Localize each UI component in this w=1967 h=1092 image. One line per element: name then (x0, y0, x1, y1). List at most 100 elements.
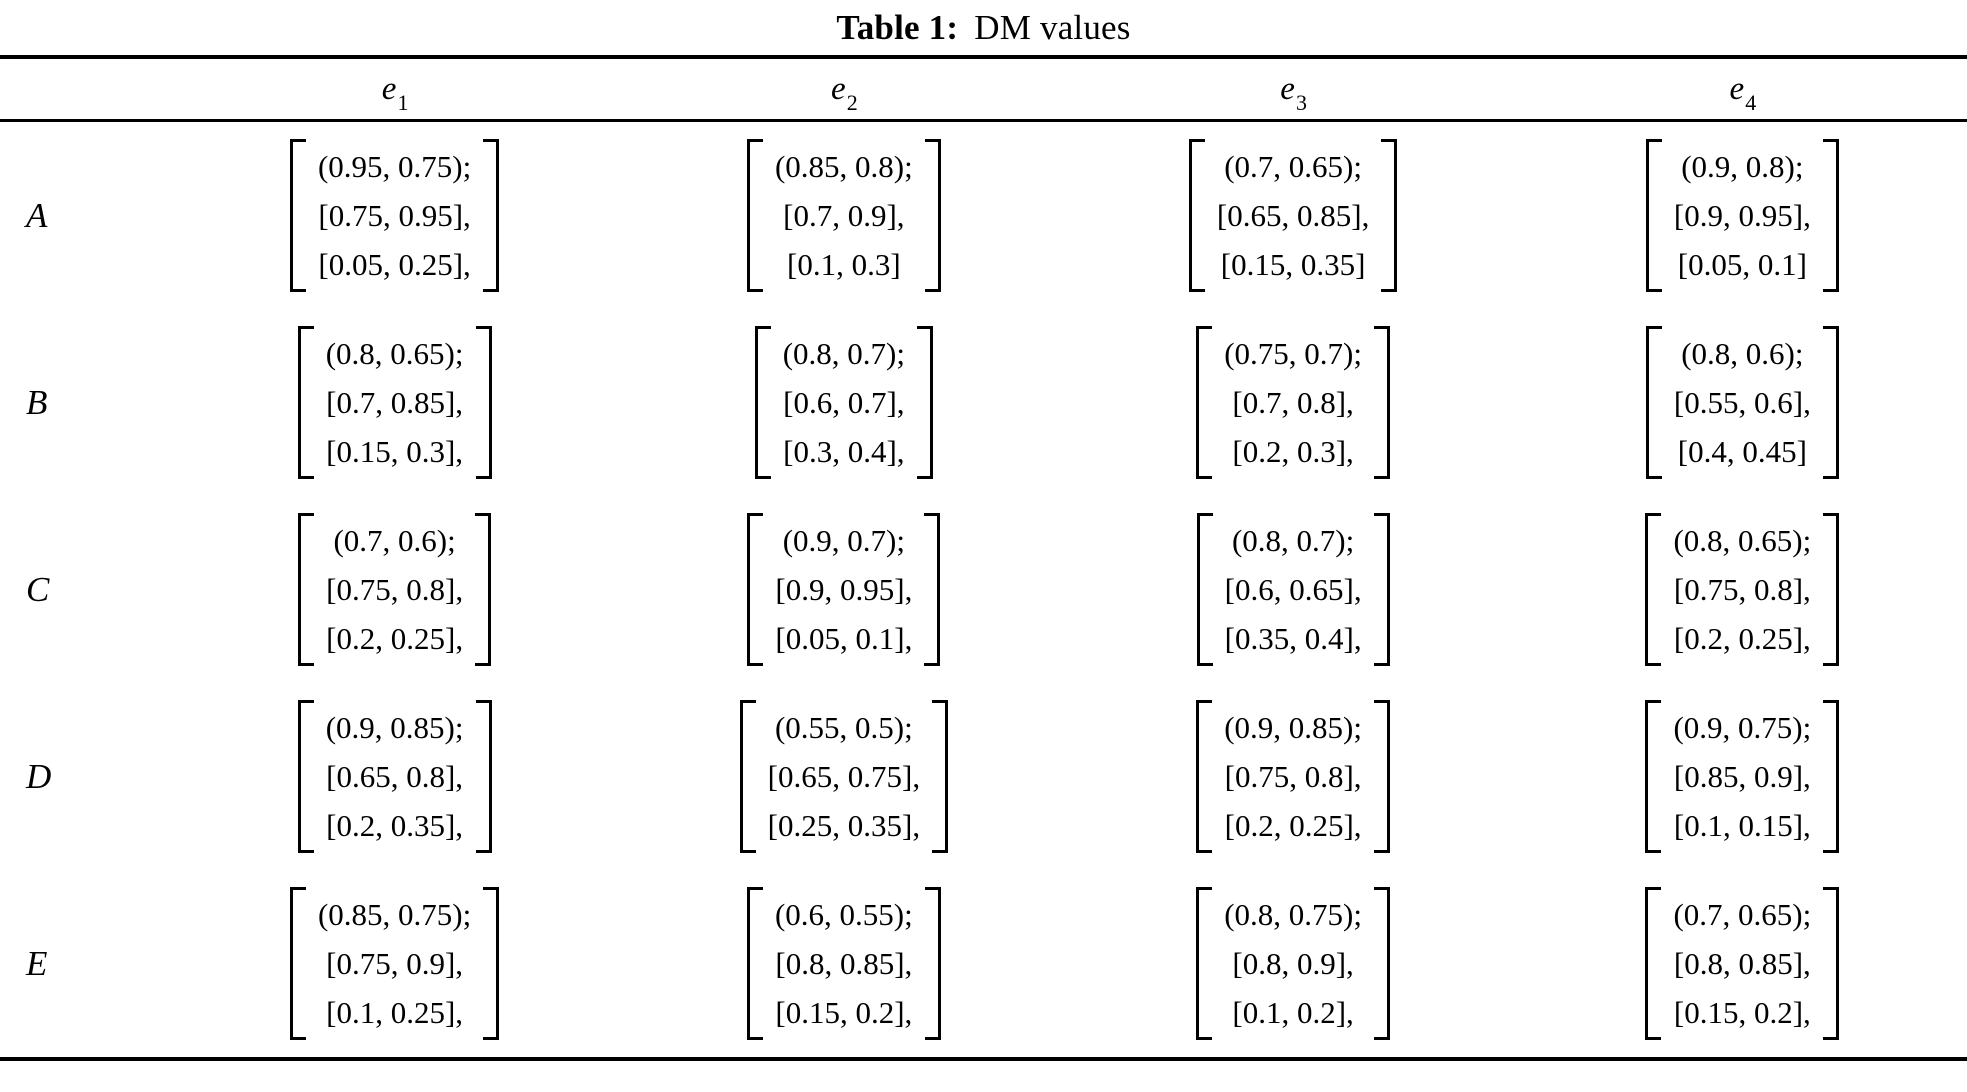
left-bracket-icon (1645, 887, 1662, 1040)
column-header: e1 (170, 70, 619, 114)
left-bracket-icon (754, 326, 771, 479)
matrix-value: (0.75, 0.7); [0.7, 0.8], [0.2, 0.3], (1196, 326, 1390, 479)
matrix-line: [0.1, 0.25], (326, 995, 464, 1030)
matrix-line: [0.65, 0.75], (767, 759, 921, 794)
table-cell: (0.9, 0.75); [0.85, 0.9], [0.1, 0.15], (1518, 700, 1967, 853)
matrix-line: (0.85, 0.8); (774, 149, 913, 184)
table-cell: (0.8, 0.75); [0.8, 0.9], [0.1, 0.2], (1069, 887, 1518, 1040)
matrix-line: [0.1, 0.15], (1673, 808, 1811, 843)
matrix-lines: (0.9, 0.7); [0.9, 0.95], [0.05, 0.1], (763, 513, 924, 666)
matrix-line: [0.4, 0.45] (1677, 434, 1807, 469)
table-caption-text: DM values (974, 8, 1131, 47)
matrix-line: [0.2, 0.25], (326, 621, 464, 656)
row-label: E (26, 943, 48, 983)
matrix-line: [0.1, 0.3] (787, 247, 901, 282)
matrix-value: (0.6, 0.55); [0.8, 0.85], [0.15, 0.2], (746, 887, 941, 1040)
right-bracket-icon (1823, 887, 1840, 1040)
bottom-rule (0, 1057, 1967, 1061)
left-bracket-icon (297, 326, 314, 479)
matrix-line: [0.8, 0.9], (1232, 946, 1354, 981)
table-cell: (0.6, 0.55); [0.8, 0.85], [0.15, 0.2], (619, 887, 1068, 1040)
column-header: e3 (1069, 70, 1518, 114)
table-cell: (0.75, 0.7); [0.7, 0.8], [0.2, 0.3], (1069, 326, 1518, 479)
table-cell: (0.7, 0.65); [0.8, 0.85], [0.15, 0.2], (1518, 887, 1967, 1040)
matrix-value: (0.7, 0.6); [0.75, 0.8], [0.2, 0.25], (298, 513, 492, 666)
left-bracket-icon (746, 139, 763, 292)
matrix-value: (0.85, 0.8); [0.7, 0.9], [0.1, 0.3] (746, 139, 941, 292)
matrix-line: [0.15, 0.2], (775, 995, 913, 1030)
matrix-line: (0.85, 0.75); (317, 897, 472, 932)
matrix-line: (0.95, 0.75); (317, 149, 472, 184)
matrix-line: [0.6, 0.65], (1224, 572, 1362, 607)
matrix-line: (0.8, 0.75); (1224, 897, 1362, 932)
matrix-line: [0.05, 0.1], (775, 621, 913, 656)
matrix-line: [0.2, 0.25], (1673, 621, 1811, 656)
matrix-value: (0.85, 0.75); [0.75, 0.9], [0.1, 0.25], (289, 887, 500, 1040)
matrix-lines: (0.9, 0.8); [0.9, 0.95], [0.05, 0.1] (1662, 139, 1823, 292)
row-label: C (26, 569, 50, 609)
matrix-lines: (0.9, 0.85); [0.65, 0.8], [0.2, 0.35], (314, 700, 476, 853)
column-header-base: e (831, 70, 846, 107)
table-cell: (0.85, 0.8); [0.7, 0.9], [0.1, 0.3] (619, 139, 1068, 292)
matrix-line: [0.75, 0.8], (326, 572, 464, 607)
matrix-line: [0.3, 0.4], (783, 434, 905, 469)
left-bracket-icon (289, 887, 306, 1040)
matrix-line: [0.75, 0.95], (318, 198, 471, 233)
matrix-line: (0.9, 0.8); (1681, 149, 1804, 184)
matrix-lines: (0.8, 0.7); [0.6, 0.7], [0.3, 0.4], (771, 326, 917, 479)
matrix-line: [0.7, 0.9], (783, 198, 905, 233)
matrix-line: (0.8, 0.65); (325, 336, 464, 371)
left-bracket-icon (1645, 513, 1662, 666)
matrix-lines: (0.8, 0.6); [0.55, 0.6], [0.4, 0.45] (1662, 326, 1823, 479)
matrix-lines: (0.85, 0.8); [0.7, 0.9], [0.1, 0.3] (763, 139, 925, 292)
matrix-lines: (0.9, 0.85); [0.75, 0.8], [0.2, 0.25], (1212, 700, 1374, 853)
matrix-lines: (0.55, 0.5); [0.65, 0.75], [0.25, 0.35], (756, 700, 932, 853)
right-bracket-icon (1823, 700, 1840, 853)
matrix-line: [0.2, 0.25], (1224, 808, 1362, 843)
right-bracket-icon (1374, 700, 1390, 853)
matrix-lines: (0.7, 0.6); [0.75, 0.8], [0.2, 0.25], (314, 513, 475, 666)
matrix-lines: (0.8, 0.65); [0.7, 0.85], [0.15, 0.3], (314, 326, 476, 479)
column-header-base: e (381, 70, 397, 107)
row-label: A (26, 195, 48, 235)
matrix-line: [0.05, 0.1] (1677, 247, 1807, 282)
right-bracket-icon (483, 887, 500, 1040)
matrix-lines: (0.8, 0.75); [0.8, 0.9], [0.1, 0.2], (1212, 887, 1374, 1040)
matrix-line: (0.55, 0.5); (774, 710, 913, 745)
left-bracket-icon (746, 887, 763, 1040)
matrix-line: (0.9, 0.75); (1673, 710, 1812, 745)
row-label: D (26, 756, 52, 796)
right-bracket-icon (475, 326, 492, 479)
matrix-value: (0.8, 0.65); [0.7, 0.85], [0.15, 0.3], (297, 326, 492, 479)
left-bracket-icon (739, 700, 756, 853)
right-bracket-icon (932, 700, 949, 853)
left-bracket-icon (1188, 139, 1205, 292)
matrix-value: (0.8, 0.7); [0.6, 0.65], [0.35, 0.4], (1196, 513, 1390, 666)
table-row: A (0.95, 0.75); [0.75, 0.95], [0.05, 0.25]… (0, 122, 1967, 309)
column-header-base: e (1280, 70, 1295, 107)
left-bracket-icon (297, 700, 314, 853)
matrix-line: [0.15, 0.3], (326, 434, 464, 469)
right-bracket-icon (924, 513, 941, 666)
right-bracket-icon (1374, 326, 1390, 479)
right-bracket-icon (924, 887, 941, 1040)
table-cell: (0.7, 0.6); [0.75, 0.8], [0.2, 0.25], (170, 513, 619, 666)
column-header-subscript: 4 (1745, 90, 1757, 116)
left-bracket-icon (1196, 326, 1213, 479)
table-row: B (0.8, 0.65); [0.7, 0.85], [0.15, 0.3], (… (0, 309, 1967, 496)
matrix-line: (0.8, 0.65); (1673, 523, 1812, 558)
matrix-lines: (0.95, 0.75); [0.75, 0.95], [0.05, 0.25], (306, 139, 483, 292)
matrix-lines: (0.7, 0.65); [0.8, 0.85], [0.15, 0.2], (1661, 887, 1823, 1040)
table-caption-label: Table 1: (836, 8, 959, 47)
matrix-line: [0.7, 0.85], (326, 385, 464, 420)
right-bracket-icon (1374, 887, 1390, 1040)
matrix-value: (0.7, 0.65); [0.65, 0.85], [0.15, 0.35] (1188, 139, 1398, 292)
left-bracket-icon (1196, 887, 1213, 1040)
right-bracket-icon (1822, 139, 1839, 292)
matrix-line: [0.6, 0.7], (783, 385, 905, 420)
column-header-subscript: 3 (1295, 90, 1307, 116)
left-bracket-icon (1196, 513, 1213, 666)
table-cell: (0.8, 0.65); [0.7, 0.85], [0.15, 0.3], (170, 326, 619, 479)
matrix-line: (0.75, 0.7); (1224, 336, 1362, 371)
